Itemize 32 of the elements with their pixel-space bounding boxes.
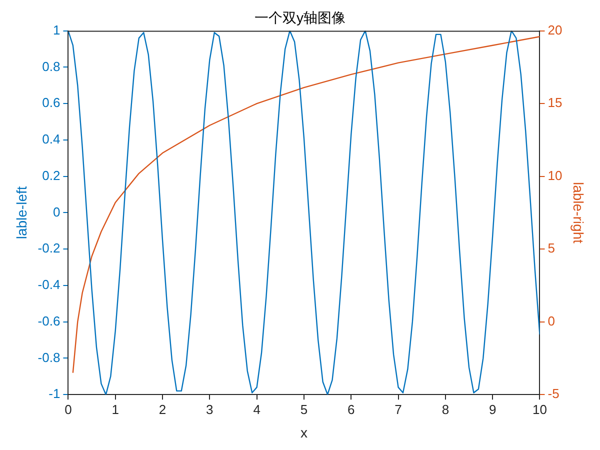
x-tick-label: 0 (64, 402, 72, 417)
y-tick-label: -0.8 (38, 350, 60, 365)
x-tick-label: 3 (206, 402, 214, 417)
y-tick-label: -1 (48, 386, 60, 402)
x-tick-label: 1 (112, 402, 119, 417)
y2-axis-title: lable-right (570, 182, 587, 244)
y-tick-label: -0.4 (38, 277, 60, 292)
y2-tick-label: 5 (548, 240, 555, 256)
y2-tick-label: 10 (548, 168, 562, 183)
chart-title: 一个双y轴图像 (254, 9, 346, 26)
x-tick-label: 7 (394, 402, 402, 417)
y-tick-label: 0 (52, 204, 60, 220)
y2-tick-label: 0 (548, 313, 555, 328)
x-tick-label: 6 (348, 402, 355, 417)
x-tick-label: 9 (488, 402, 496, 417)
x-tick-label: 5 (300, 402, 308, 417)
x-tick-label: 2 (158, 402, 166, 417)
x-tick-label: 4 (253, 402, 260, 417)
y-tick-label: -0.2 (38, 240, 60, 256)
y2-tick-label: 15 (548, 95, 562, 110)
x-axis-title: x (300, 424, 308, 440)
y2-tick-label: 20 (548, 22, 562, 38)
y-tick-label: -0.6 (38, 313, 60, 328)
y-tick-label: 0.8 (42, 58, 60, 74)
x-tick-label: 10 (532, 402, 547, 417)
y-tick-label: 1 (52, 22, 60, 38)
y-tick-label: 0.6 (42, 95, 60, 110)
y-tick-label: 0.4 (42, 132, 60, 147)
y-axis-title: lable-left (13, 186, 30, 240)
x-tick-label: 8 (442, 402, 450, 417)
y-tick-label: 0.2 (42, 168, 60, 183)
y2-tick-label: -5 (548, 386, 560, 402)
